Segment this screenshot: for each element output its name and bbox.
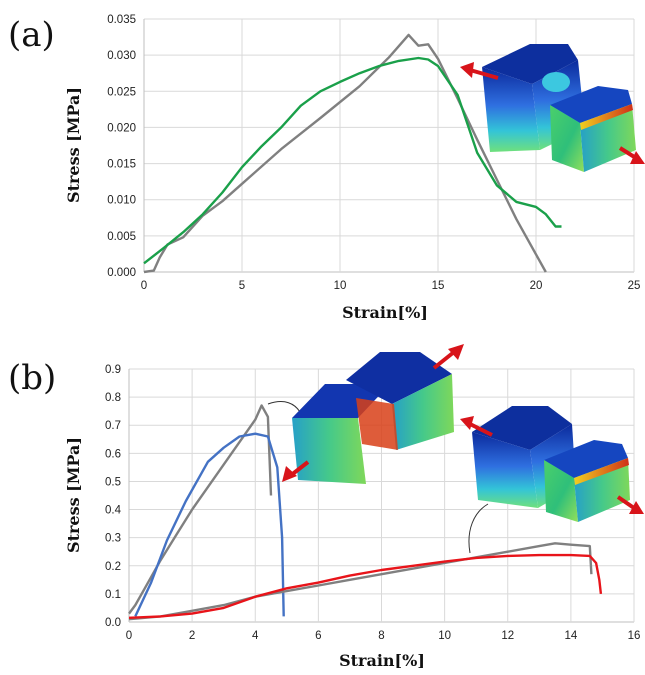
panel-b-fe-model-inset-1 xyxy=(267,344,464,484)
block-b2-left-top-face xyxy=(472,406,572,450)
x-tick-label: 16 xyxy=(628,630,641,642)
arrow-up-right-icon xyxy=(432,350,456,370)
x-tick-label: 4 xyxy=(252,630,259,642)
x-tick-label: 5 xyxy=(239,280,245,292)
block-right-front-face xyxy=(550,105,584,172)
block-left-front-face xyxy=(482,67,540,152)
panel-b-x-axis-title: Strain[%] xyxy=(339,651,425,670)
y-tick-label: 0.035 xyxy=(107,14,136,26)
block-b1-right-top-face xyxy=(346,352,452,404)
panel-a-series xyxy=(143,33,562,274)
block-b2-right-front-face xyxy=(544,460,578,522)
y-tick-label: 0.005 xyxy=(107,231,136,243)
y-tick-label: 0.030 xyxy=(107,50,136,62)
panel-b-label: (b) xyxy=(8,358,56,398)
y-tick-label: 0.4 xyxy=(105,505,122,517)
y-tick-label: 0.000 xyxy=(107,267,136,279)
x-tick-label: 0 xyxy=(126,630,132,642)
y-tick-label: 0.3 xyxy=(105,533,121,545)
arrow-down-left-head-icon xyxy=(282,466,297,482)
block-b2-edge-stress xyxy=(574,458,629,485)
leader-line-2 xyxy=(468,503,489,554)
arrow-left-head-icon xyxy=(460,62,474,78)
y-tick-label: 0.010 xyxy=(107,195,136,207)
x-tick-label: 0 xyxy=(141,280,147,292)
series-line-3 xyxy=(128,542,593,621)
x-tick-label: 8 xyxy=(378,630,384,642)
block-left-top-face xyxy=(482,44,578,84)
y-tick-label: 0.020 xyxy=(107,122,136,134)
y-tick-label: 0.7 xyxy=(105,420,121,432)
y-tick-label: 0.025 xyxy=(107,86,136,98)
x-tick-label: 10 xyxy=(438,630,451,642)
block-b1-right-front-face xyxy=(392,374,454,450)
arrow-b2-left-head-icon xyxy=(460,416,474,430)
block-b1-left-front-face xyxy=(292,418,366,484)
block-right-top-face xyxy=(550,86,632,123)
series-line-2 xyxy=(134,432,285,617)
x-tick-label: 20 xyxy=(530,280,543,292)
arrow-b2-right-head-icon xyxy=(629,501,644,514)
x-tick-label: 6 xyxy=(315,630,321,642)
block-left-contour xyxy=(542,72,570,92)
x-tick-label: 14 xyxy=(564,630,577,642)
block-b2-right-top-face xyxy=(544,440,628,478)
arrow-right-icon xyxy=(618,146,638,160)
arrow-up-right-head-icon xyxy=(448,344,464,360)
y-tick-label: 0.0 xyxy=(105,617,121,629)
y-tick-label: 0.2 xyxy=(105,561,121,573)
arrow-right-head-icon xyxy=(630,151,645,164)
panel-b: (b) 0.0 0.1 0.2 0.3 0.4 0.5 0.6 0.7 0.8 0.9 0 2 4 6 8 1… xyxy=(8,344,644,670)
arrow-left-icon xyxy=(469,68,499,80)
panel-a-x-axis-title: Strain[%] xyxy=(342,303,428,322)
x-tick-label: 25 xyxy=(628,280,641,292)
panel-b-ticks: 0.0 0.1 0.2 0.3 0.4 0.5 0.6 0.7 0.8 0.9 0 2 4 6 8 10 12 1… xyxy=(105,364,640,642)
block-b1-red-seam xyxy=(356,398,398,450)
series-line-2 xyxy=(143,56,562,265)
panel-a-fe-model-inset xyxy=(460,44,645,172)
x-tick-label: 15 xyxy=(432,280,445,292)
panel-a-y-axis-title: Stress [MPa] xyxy=(64,87,83,203)
panel-a-label: (a) xyxy=(8,15,55,55)
panel-a-ticks: 0.000 0.005 0.010 0.015 0.020 0.025 0.030 0.035… xyxy=(107,14,640,292)
y-tick-label: 0.9 xyxy=(105,364,121,376)
y-tick-label: 0.6 xyxy=(105,448,121,460)
block-right-edge-stress xyxy=(580,104,633,130)
y-tick-label: 0.015 xyxy=(107,159,136,171)
arrow-b2-right-icon xyxy=(616,495,636,510)
panel-b-series xyxy=(128,404,603,621)
panel-a: (a) 0.0000.0050.0100.0150.0200.0250.0300… xyxy=(8,14,645,322)
x-tick-label: 10 xyxy=(334,280,347,292)
y-tick-label: 0.8 xyxy=(105,392,121,404)
series-line-1 xyxy=(128,404,273,615)
block-b2-left-front-face xyxy=(472,432,538,508)
x-tick-label: 2 xyxy=(189,630,195,642)
y-tick-label: 0.5 xyxy=(105,476,121,488)
series-line-4 xyxy=(128,553,603,619)
y-tick-label: 0.1 xyxy=(105,589,121,601)
panel-b-y-axis-title: Stress [MPa] xyxy=(64,437,83,553)
arrow-b2-left-icon xyxy=(469,422,493,437)
leader-line-1 xyxy=(267,401,301,413)
x-tick-label: 12 xyxy=(501,630,514,642)
panel-b-fe-model-inset-2 xyxy=(460,406,644,554)
